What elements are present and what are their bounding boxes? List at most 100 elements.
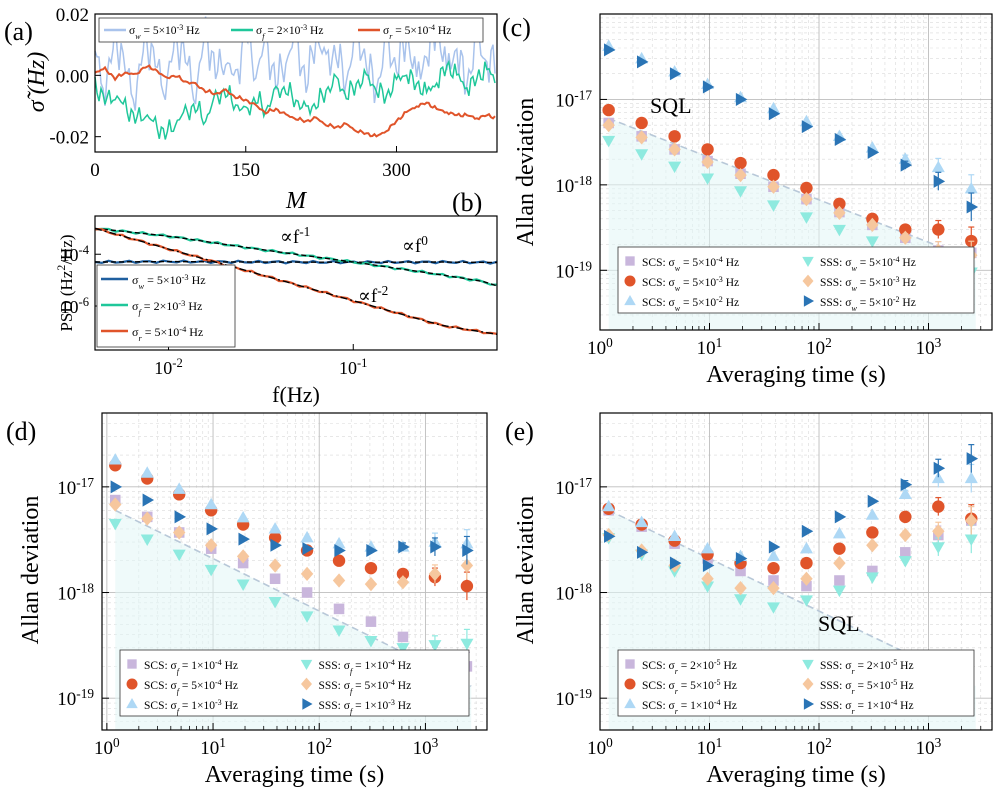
data-point bbox=[799, 541, 813, 554]
text-part: Hz bbox=[721, 700, 737, 712]
data-point bbox=[931, 160, 945, 173]
data-point bbox=[142, 493, 155, 507]
y-tick-label: 10-17 bbox=[555, 474, 592, 499]
series-diamond bbox=[602, 505, 978, 596]
data-point bbox=[635, 515, 649, 528]
data-point bbox=[396, 567, 410, 581]
text-part: -3 bbox=[300, 23, 307, 32]
text-part: = 5×10 bbox=[141, 25, 177, 37]
data-point bbox=[833, 197, 846, 211]
panel-label: (c) bbox=[502, 13, 531, 42]
data-point bbox=[636, 545, 649, 559]
text-part: /Hz) bbox=[57, 234, 76, 264]
text-part: -18 bbox=[76, 580, 94, 595]
data-point bbox=[460, 579, 474, 593]
text-part: SCS: bbox=[642, 680, 669, 692]
text-part: -4 bbox=[716, 255, 723, 264]
data-point bbox=[460, 558, 474, 573]
text-part: 10 bbox=[587, 738, 606, 759]
text-part: 10 bbox=[154, 358, 172, 378]
data-point bbox=[334, 543, 346, 557]
text-part: -5 bbox=[714, 678, 721, 687]
text-part: Hz bbox=[189, 273, 206, 287]
text-part: -4 bbox=[893, 255, 900, 264]
text-part: = 2×10 bbox=[264, 25, 300, 37]
series-triangle-down bbox=[108, 518, 474, 658]
text-part: f bbox=[177, 707, 181, 716]
text-part: 10 bbox=[61, 245, 79, 265]
legend-label: σr = 5×10-4 Hz bbox=[383, 23, 451, 41]
text-part: -3 bbox=[177, 23, 184, 32]
text-part: f bbox=[177, 667, 181, 676]
text-part: SCS: bbox=[642, 277, 669, 289]
legend-marker bbox=[624, 697, 636, 709]
plot-frame bbox=[94, 215, 498, 351]
text-part: σ bbox=[669, 257, 676, 269]
x-tick-label: 0 bbox=[90, 160, 100, 181]
legend-label: SCS: σf = 5×10-4 Hz bbox=[144, 678, 238, 696]
y-tick-label: 10-18 bbox=[555, 580, 592, 605]
data-point bbox=[735, 565, 746, 577]
data-point bbox=[140, 466, 154, 478]
text-part: Hz bbox=[721, 660, 737, 672]
data-point bbox=[204, 497, 218, 510]
text-part: = 5×10 bbox=[857, 277, 893, 289]
text-part: 0 bbox=[606, 735, 613, 750]
text-part: σ bbox=[344, 700, 351, 712]
data-point bbox=[668, 130, 681, 143]
data-point bbox=[801, 524, 814, 538]
y-tick-label: 10-18 bbox=[555, 172, 592, 197]
x-tick-label: 103 bbox=[413, 735, 439, 760]
data-point bbox=[333, 603, 345, 615]
x-axis-label: f(Hz) bbox=[272, 382, 320, 407]
text-part: σ bbox=[344, 660, 351, 672]
data-point bbox=[398, 540, 410, 554]
data-point bbox=[602, 499, 616, 512]
text-part: = 2×10 bbox=[141, 299, 179, 313]
text-part: w bbox=[138, 282, 144, 291]
legend-marker bbox=[624, 294, 636, 306]
series-circle bbox=[602, 103, 978, 256]
x-tick-label: 102 bbox=[806, 335, 832, 360]
y-axis-label: PSD (Hz2/Hz) bbox=[54, 234, 76, 331]
text-part: -2 bbox=[172, 356, 183, 370]
text-part: σ bbox=[171, 660, 178, 672]
text-part: 2 bbox=[825, 335, 832, 350]
text-part: -3 bbox=[215, 698, 222, 707]
data-point bbox=[460, 638, 474, 651]
data-point bbox=[701, 173, 715, 185]
x-tick-label: 150 bbox=[232, 160, 261, 181]
legend-label: SSS: σf = 1×10-3 Hz bbox=[319, 698, 412, 716]
x-tick-label: 101 bbox=[200, 735, 226, 760]
data-point bbox=[865, 572, 879, 584]
legend-marker bbox=[300, 659, 313, 671]
text-part: SCS: bbox=[144, 680, 171, 692]
text-part: -2 bbox=[377, 283, 388, 298]
panel-label: (b) bbox=[452, 188, 482, 217]
data-point bbox=[332, 625, 346, 638]
data-point bbox=[735, 551, 748, 565]
legend-label: SSS: σw = 5×10-4 Hz bbox=[820, 255, 916, 273]
y-tick-label: 10-19 bbox=[555, 258, 592, 283]
text-part: w bbox=[851, 264, 857, 273]
text-part: Hz bbox=[723, 297, 739, 309]
text-part: -18 bbox=[574, 172, 592, 187]
data-point bbox=[832, 526, 846, 539]
text-part: Hz bbox=[395, 680, 411, 692]
data-point bbox=[801, 580, 812, 592]
data-point bbox=[833, 542, 846, 555]
text-part: = 1×10 bbox=[352, 660, 388, 672]
text-part: -3 bbox=[178, 299, 185, 308]
text-part: f bbox=[177, 687, 181, 696]
data-point bbox=[931, 471, 945, 484]
data-point bbox=[964, 181, 978, 194]
text-part: 10 bbox=[697, 738, 716, 759]
series-line bbox=[94, 228, 498, 335]
text-part: = 5×10 bbox=[144, 273, 182, 287]
text-part: 2 bbox=[825, 735, 832, 750]
data-point bbox=[964, 471, 978, 484]
data-point bbox=[966, 200, 979, 214]
data-point bbox=[964, 534, 978, 546]
text-part: Hz bbox=[395, 660, 411, 672]
